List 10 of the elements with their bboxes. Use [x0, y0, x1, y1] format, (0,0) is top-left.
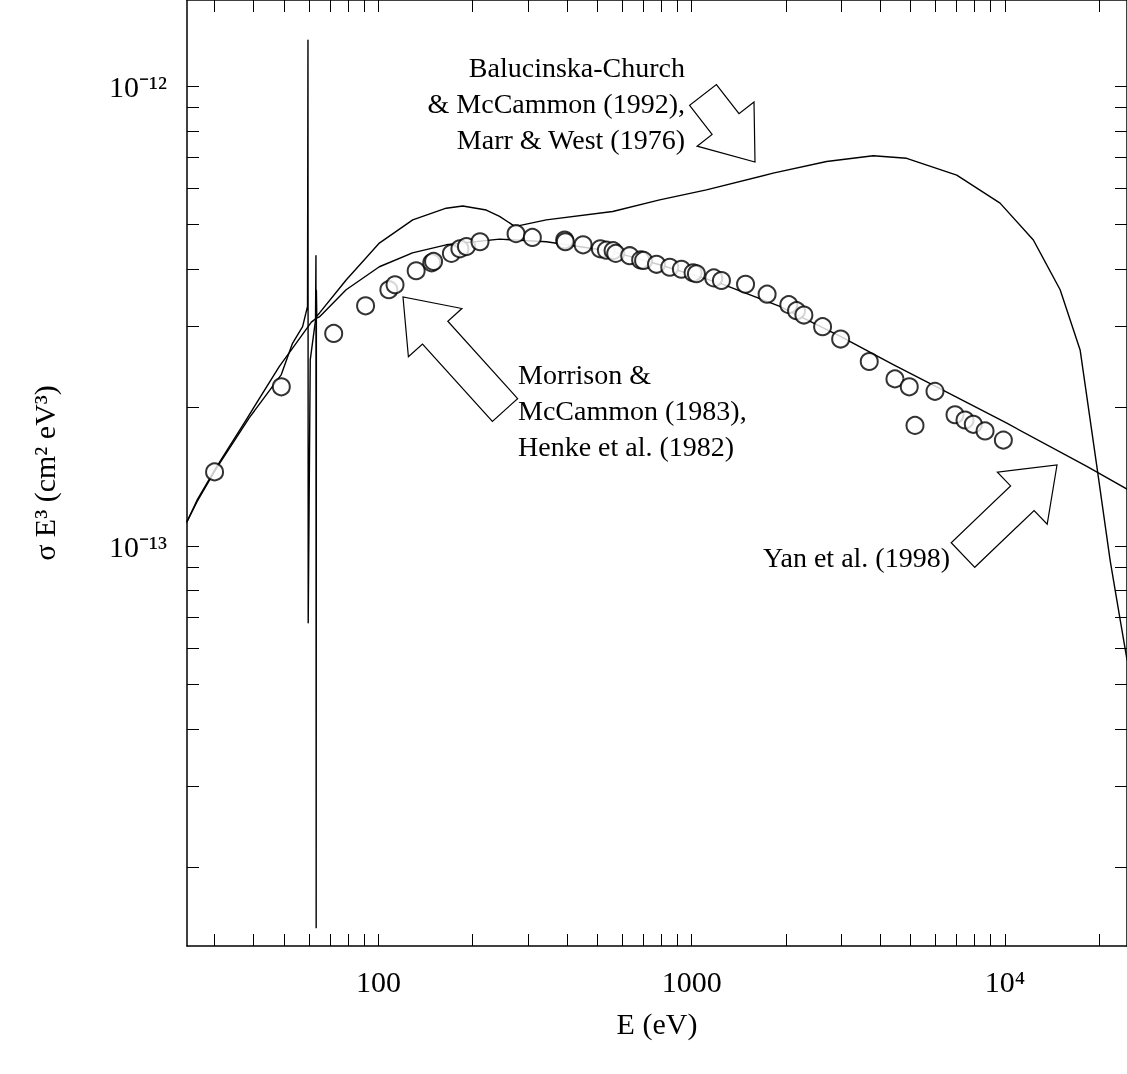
x-tick-label: 10⁴: [984, 964, 1026, 998]
x-tick-label: 100: [355, 964, 401, 998]
y-tick-label: 10⁻¹²: [109, 69, 167, 103]
x-tick-label: 1000: [661, 964, 722, 998]
annotation: Morrison & McCammon (1983), Henke et al. (1982): [518, 358, 747, 462]
annotation: Balucinska-Church & McCammon (1992), Marr & West (1976): [427, 51, 685, 155]
x-axis-title: E (eV): [616, 1006, 698, 1041]
y-tick-label: 10⁻¹³: [109, 529, 167, 563]
y-axis-title: σ E³ (cm² eV³): [27, 385, 62, 561]
annotation: Yan et al. (1998): [763, 541, 950, 573]
